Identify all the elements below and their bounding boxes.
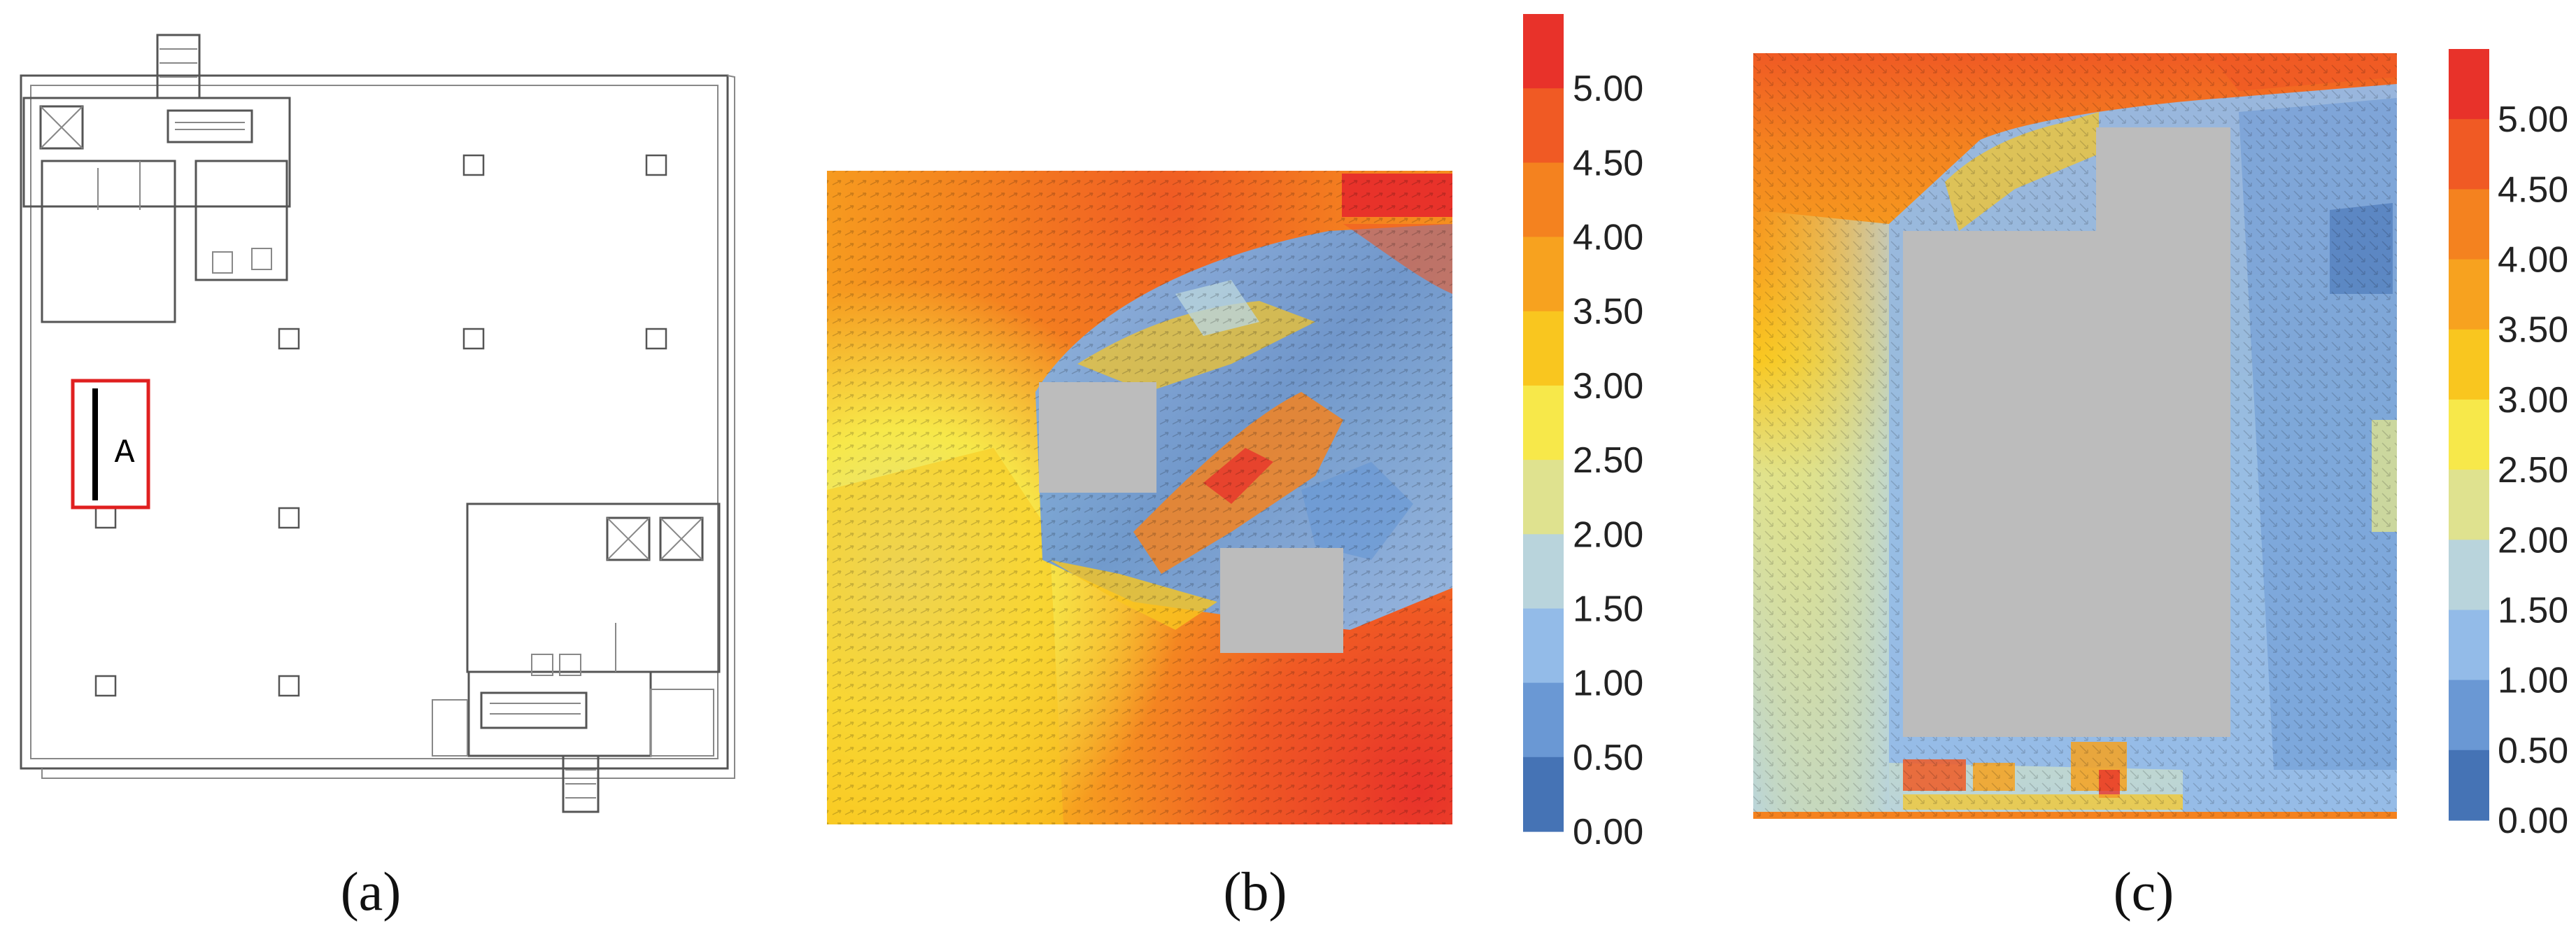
wind-field-map-b bbox=[827, 171, 1452, 824]
legend-band-c-8 bbox=[2449, 610, 2489, 681]
legend-band-b-3 bbox=[1523, 237, 1564, 312]
legend-label-b-2: 4.00 bbox=[1573, 218, 1643, 258]
plan-inner-wall bbox=[30, 85, 719, 759]
legend-band-b-8 bbox=[1523, 608, 1564, 684]
plan-core-top-left bbox=[22, 34, 291, 323]
plan-outer-frame bbox=[41, 75, 735, 779]
caption-b: (b) bbox=[1224, 861, 1287, 922]
legend-label-c-0: 5.00 bbox=[2498, 99, 2568, 140]
legend-label-c-10: 0.00 bbox=[2498, 801, 2568, 841]
plan-outer-wall bbox=[20, 74, 729, 770]
legend-band-c-9 bbox=[2449, 680, 2489, 751]
legend-label-c-5: 2.50 bbox=[2498, 450, 2568, 491]
legend-label-b-8: 1.00 bbox=[1573, 663, 1643, 704]
legend-label-c-2: 4.00 bbox=[2498, 240, 2568, 281]
legend-band-c-0 bbox=[2449, 49, 2489, 120]
legend-label-c-4: 3.00 bbox=[2498, 380, 2568, 421]
legend-label-b-4: 3.00 bbox=[1573, 366, 1643, 407]
legend-band-c-2 bbox=[2449, 189, 2489, 260]
legend-label-b-9: 0.50 bbox=[1573, 738, 1643, 778]
floor-plan-panel: A bbox=[20, 34, 735, 813]
legend-label-c-7: 1.50 bbox=[2498, 591, 2568, 631]
legend-label-c-9: 0.50 bbox=[2498, 731, 2568, 771]
plan-columns bbox=[94, 154, 667, 697]
legend-label-b-6: 2.00 bbox=[1573, 514, 1643, 555]
legend-band-b-4 bbox=[1523, 311, 1564, 386]
legend-label-c-1: 4.50 bbox=[2498, 169, 2568, 210]
obstacle-block-2 bbox=[1220, 548, 1343, 653]
legend-label-c-3: 3.50 bbox=[2498, 310, 2568, 351]
color-scale-legend-b: 5.00 4.50 4.00 3.50 3.00 2.50 2.00 1.50 1.00 0.50… bbox=[1523, 14, 1643, 852]
legend-band-c-5 bbox=[2449, 399, 2489, 470]
legend-band-b-7 bbox=[1523, 534, 1564, 610]
caption-c: (c) bbox=[2114, 861, 2174, 922]
caption-a: (a) bbox=[341, 861, 402, 922]
legend-band-b-0 bbox=[1523, 14, 1564, 89]
legend-label-b-5: 2.50 bbox=[1573, 440, 1643, 481]
legend-label-c-6: 2.00 bbox=[2498, 520, 2568, 561]
legend-label-c-8: 1.00 bbox=[2498, 661, 2568, 701]
legend-band-b-5 bbox=[1523, 385, 1564, 461]
marker-a-label: A bbox=[115, 435, 135, 472]
legend-band-b-10 bbox=[1523, 757, 1564, 832]
legend-band-b-2 bbox=[1523, 162, 1564, 238]
legend-band-c-3 bbox=[2449, 259, 2489, 330]
legend-label-b-1: 4.50 bbox=[1573, 143, 1643, 183]
marker-a-box bbox=[71, 379, 150, 509]
legend-band-c-10 bbox=[2449, 750, 2489, 821]
wind-field-map-c bbox=[1753, 53, 2397, 819]
legend-band-c-6 bbox=[2449, 470, 2489, 540]
obstacle-block-1 bbox=[1039, 382, 1156, 493]
legend-band-c-4 bbox=[2449, 329, 2489, 400]
plan-core-bottom-right bbox=[432, 502, 721, 813]
legend-label-b-0: 5.00 bbox=[1573, 69, 1643, 109]
legend-band-c-1 bbox=[2449, 119, 2489, 190]
legend-band-b-9 bbox=[1523, 682, 1564, 758]
color-scale-legend-c: 5.00 4.50 4.00 3.50 3.00 2.50 2.00 1.50 1.00 0.50… bbox=[2449, 49, 2568, 841]
obstacle-building bbox=[1903, 127, 2230, 737]
legend-label-b-3: 3.50 bbox=[1573, 292, 1643, 332]
legend-band-b-6 bbox=[1523, 460, 1564, 535]
legend-band-b-1 bbox=[1523, 88, 1564, 163]
legend-band-c-7 bbox=[2449, 540, 2489, 611]
legend-label-b-10: 0.00 bbox=[1573, 812, 1643, 852]
legend-label-b-7: 1.50 bbox=[1573, 589, 1643, 630]
